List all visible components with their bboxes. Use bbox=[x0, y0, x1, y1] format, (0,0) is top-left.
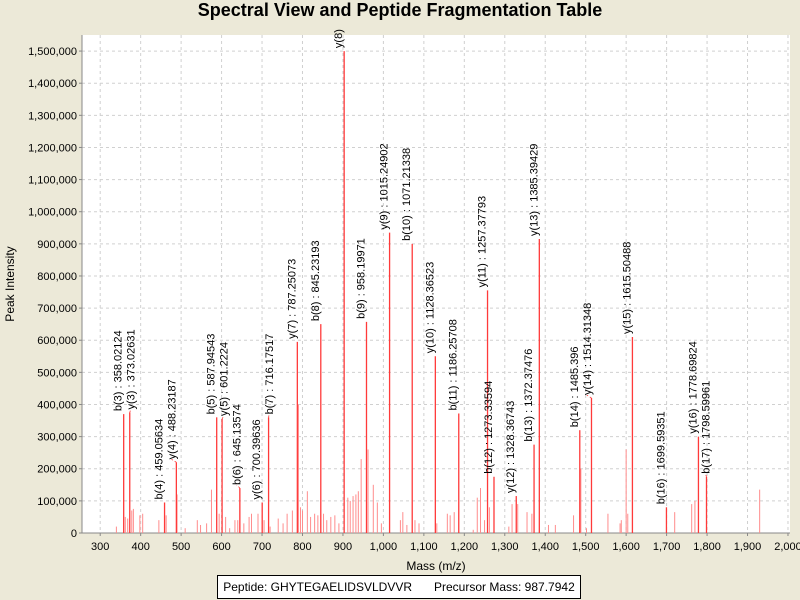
peak-annotation: b(4) : 459.05634 bbox=[154, 419, 166, 500]
y-tick-label: 1,400,000 bbox=[28, 78, 77, 90]
peak-annotation: y(12) : 1328.36743 bbox=[505, 401, 517, 493]
peak-annotation: b(9) : 958.19971 bbox=[355, 238, 367, 319]
x-tick-label: 1,600 bbox=[612, 541, 640, 553]
y-tick-label: 1,000,000 bbox=[28, 207, 77, 219]
x-tick-label: 1,500 bbox=[572, 541, 600, 553]
plot-area bbox=[82, 35, 790, 533]
x-axis-label: Mass (m/z) bbox=[406, 559, 465, 573]
legend: Peptide: GHYTEGAELIDSVLDVVR Precursor Ma… bbox=[217, 575, 581, 599]
chart-title: Spectral View and Peptide Fragmentation … bbox=[197, 0, 603, 20]
y-tick-label: 200,000 bbox=[37, 464, 77, 476]
x-tick-label: 1,000 bbox=[370, 541, 398, 553]
y-tick-label: 700,000 bbox=[37, 303, 77, 315]
peak-annotation: y(6) : 700.39636 bbox=[251, 419, 263, 499]
y-tick-label: 800,000 bbox=[37, 271, 77, 283]
x-tick-label: 800 bbox=[293, 541, 311, 553]
peak-annotation: y(10) : 1128.36523 bbox=[424, 262, 436, 354]
y-tick-label: 1,300,000 bbox=[28, 110, 77, 122]
annotation-leader bbox=[705, 473, 707, 477]
peak-annotation: y(9) : 1015.24902 bbox=[379, 143, 391, 229]
x-tick-label: 1,100 bbox=[410, 541, 438, 553]
y-tick-label: 500,000 bbox=[37, 367, 77, 379]
x-tick-label: 1,300 bbox=[491, 541, 519, 553]
peak-annotation: y(8) bbox=[333, 29, 345, 48]
y-tick-label: 100,000 bbox=[37, 496, 77, 508]
peak-annotation: y(15) : 1615.50488 bbox=[621, 242, 633, 334]
peak-annotation: b(5) : 587.94543 bbox=[206, 334, 218, 415]
peak-annotation: b(13) : 1372.37476 bbox=[523, 349, 535, 442]
y-tick-label: 300,000 bbox=[37, 432, 77, 444]
x-tick-label: 400 bbox=[131, 541, 149, 553]
x-tick-label: 700 bbox=[253, 541, 271, 553]
x-tick-label: 1,800 bbox=[693, 541, 721, 553]
precursor-mass-label: Precursor Mass: 987.7942 bbox=[434, 580, 575, 594]
peak-annotation: b(3) : 358.02124 bbox=[113, 330, 125, 411]
y-tick-label: 0 bbox=[71, 528, 77, 540]
y-tick-label: 1,500,000 bbox=[28, 46, 77, 58]
annotation-leader bbox=[586, 394, 592, 399]
peak-annotation: y(16) : 1778.69824 bbox=[687, 341, 699, 433]
x-tick-label: 1,400 bbox=[531, 541, 559, 553]
peak-annotation: y(13) : 1385.39429 bbox=[528, 144, 540, 236]
x-tick-label: 1,700 bbox=[653, 541, 681, 553]
peak-annotation: b(14) : 1485.396 bbox=[569, 346, 581, 427]
x-tick-label: 600 bbox=[212, 541, 230, 553]
peak-annotation: b(10) : 1071.21338 bbox=[401, 148, 413, 241]
spectrum-chart: 0 100,000 200,000 300,000 400,000 500,000 600,… bbox=[3, 29, 800, 573]
peak-annotation: y(4) : 488.23187 bbox=[167, 379, 179, 459]
x-tick-label: 1,200 bbox=[451, 541, 479, 553]
y-axis-label: Peak Intensity bbox=[3, 246, 17, 321]
annotation-leader bbox=[129, 409, 132, 413]
x-tick-label: 300 bbox=[91, 541, 109, 553]
y-tick-label: 1,200,000 bbox=[28, 142, 77, 154]
y-tick-label: 900,000 bbox=[37, 239, 77, 251]
x-tick-label: 500 bbox=[172, 541, 190, 553]
peak-annotation: b(8) : 845.23193 bbox=[310, 240, 322, 321]
annotation-leader bbox=[171, 458, 177, 463]
peak-annotation: y(11) : 1257.37793 bbox=[477, 196, 489, 288]
annotation-leader bbox=[236, 484, 241, 489]
y-tick-label: 1,100,000 bbox=[28, 175, 77, 187]
peak-annotation: y(7) : 787.25073 bbox=[286, 259, 298, 339]
peak-annotation: b(12) : 1273.33594 bbox=[483, 381, 495, 474]
x-tick-label: 2,000 bbox=[774, 541, 800, 553]
peak-annotation: y(14) : 1514.31348 bbox=[582, 303, 594, 395]
y-tick-label: 600,000 bbox=[37, 335, 77, 347]
peak-annotation: b(6) : 645.13574 bbox=[232, 404, 244, 485]
x-tick-label: 900 bbox=[334, 541, 352, 553]
x-tick-label: 1,900 bbox=[734, 541, 762, 553]
peak-annotation: b(17) : 1798.59961 bbox=[700, 381, 712, 474]
peak-annotation: y(5) : 601.2224 bbox=[219, 342, 231, 416]
annotation-leader bbox=[221, 415, 225, 420]
annotation-leader bbox=[268, 414, 270, 418]
peak-annotation: y(3) : 373.02631 bbox=[126, 329, 138, 409]
peak-annotation: b(7) : 716.17517 bbox=[264, 334, 276, 415]
y-tick-label: 400,000 bbox=[37, 399, 77, 411]
peak-annotation: b(11) : 1186.25708 bbox=[448, 319, 460, 410]
peak-annotation: b(16) : 1699.59351 bbox=[655, 411, 667, 504]
peptide-label: Peptide: GHYTEGAELIDSVLDVVR bbox=[223, 580, 412, 594]
